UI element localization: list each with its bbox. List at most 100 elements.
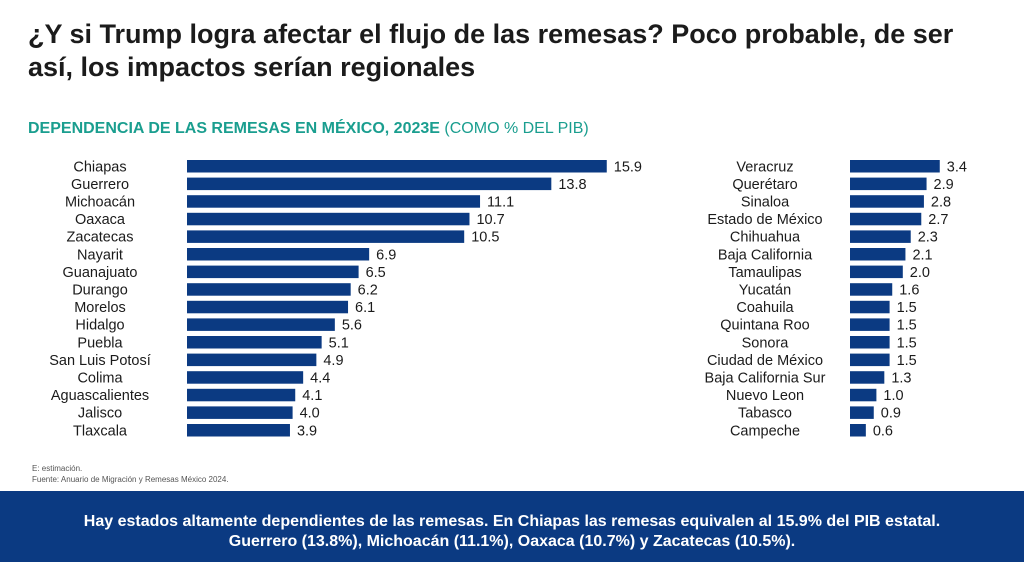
left-bar (187, 283, 351, 296)
right-category-label: Sinaloa (741, 194, 790, 210)
right-category-label: Sonora (742, 335, 790, 351)
left-category-label: Tlaxcala (73, 423, 128, 439)
left-category-label: Oaxaca (75, 212, 126, 228)
left-value-label: 6.1 (355, 300, 375, 316)
left-bar (187, 300, 349, 314)
left-bar (187, 230, 465, 243)
right-category-label: Estado de México (707, 212, 822, 228)
right-bar (850, 230, 911, 243)
left-category-label: Zacatecas (67, 230, 134, 246)
left-value-label: 4.4 (310, 370, 330, 386)
right-bar (850, 300, 890, 314)
right-value-label: 0.6 (873, 423, 893, 439)
left-bar (187, 318, 335, 331)
right-value-label: 2.1 (912, 247, 932, 263)
left-value-label: 6.2 (358, 282, 378, 298)
right-category-label: Veracruz (736, 159, 793, 175)
left-category-label: Guanajuato (63, 265, 138, 281)
right-category-label: Nuevo Leon (726, 388, 804, 404)
left-category-label: San Luis Potosí (49, 353, 151, 369)
left-category-label: Jalisco (78, 406, 122, 422)
left-bar (187, 177, 552, 191)
left-bar (187, 388, 296, 402)
right-value-label: 2.3 (918, 230, 938, 246)
left-category-label: Colima (77, 370, 123, 386)
left-value-label: 10.7 (476, 212, 504, 228)
left-category-label: Aguascalientes (51, 388, 149, 404)
right-bar (850, 283, 893, 296)
right-value-label: 3.4 (947, 159, 967, 175)
left-value-label: 6.5 (366, 265, 386, 281)
left-bar (187, 371, 304, 384)
left-value-label: 15.9 (614, 159, 642, 175)
right-category-label: Tamaulipas (728, 265, 801, 281)
left-value-label: 11.1 (487, 194, 514, 210)
left-value-label: 5.6 (342, 318, 362, 334)
right-bar (850, 160, 940, 173)
left-category-label: Durango (72, 282, 128, 298)
right-value-label: 0.9 (881, 406, 901, 422)
right-value-label: 1.5 (897, 300, 917, 316)
right-bar (850, 406, 874, 419)
right-category-label: Baja California (718, 247, 813, 263)
right-category-label: Coahuila (736, 300, 794, 316)
right-bar (850, 248, 906, 261)
left-category-label: Hidalgo (75, 318, 124, 334)
right-category-label: Yucatán (739, 282, 791, 298)
right-category-label: Querétaro (732, 177, 797, 193)
left-value-label: 4.9 (323, 353, 343, 369)
right-value-label: 2.7 (928, 212, 948, 228)
right-bar (850, 388, 877, 402)
right-bar (850, 177, 927, 191)
left-value-label: 4.0 (300, 406, 320, 422)
right-category-label: Baja California Sur (705, 370, 826, 386)
left-bar (187, 195, 481, 208)
left-category-label: Puebla (77, 335, 123, 351)
left-value-label: 6.9 (376, 247, 396, 263)
left-bar (187, 265, 359, 279)
right-category-label: Campeche (730, 423, 800, 439)
left-category-label: Guerrero (71, 177, 129, 193)
left-bar (187, 406, 293, 419)
left-value-label: 10.5 (471, 230, 499, 246)
left-category-label: Morelos (74, 300, 126, 316)
right-bar (850, 195, 924, 208)
right-bar (850, 318, 890, 331)
right-value-label: 1.5 (897, 353, 917, 369)
right-value-label: 1.6 (899, 282, 919, 298)
left-bar (187, 212, 470, 226)
right-value-label: 1.5 (897, 335, 917, 351)
headline: ¿Y si Trump logra afectar el flujo de la… (28, 19, 954, 82)
banner-line-1: Hay estados altamente dependientes de la… (83, 513, 941, 530)
right-value-label: 1.5 (897, 318, 917, 334)
left-bar (187, 248, 370, 261)
chart-title-suffix: (COMO % DEL PIB) (444, 120, 589, 137)
right-bar (850, 424, 866, 437)
left-value-label: 3.9 (297, 423, 317, 439)
left-bar (187, 160, 607, 173)
left-value-label: 4.1 (302, 388, 322, 404)
left-bar (187, 424, 290, 437)
left-value-label: 13.8 (558, 177, 586, 193)
left-bar (187, 353, 317, 367)
right-value-label: 1.0 (883, 388, 903, 404)
banner-line-2: Guerrero (13.8%), Michoacán (11.1%), Oax… (228, 533, 796, 550)
left-bar (187, 336, 322, 349)
right-bar (850, 371, 885, 384)
footnote-estimate: E: estimación. (32, 464, 83, 473)
right-category-label: Tabasco (738, 406, 792, 422)
right-bar (850, 212, 922, 226)
right-bar (850, 336, 890, 349)
summary-banner: Hay estados altamente dependientes de la… (0, 491, 1024, 562)
footnote-source: Fuente: Anuario de Migración y Remesas M… (32, 475, 229, 484)
right-value-label: 1.3 (891, 370, 911, 386)
chart-title-main: DEPENDENCIA DE LAS REMESAS EN MÉXICO, 20… (28, 120, 440, 137)
right-category-label: Quintana Roo (720, 318, 809, 334)
remittance-bar-chart: Chiapas 15.9 Guerrero 13.8 Michoacán 11.1 Oaxa… (49, 159, 967, 439)
chart-title: DEPENDENCIA DE LAS REMESAS EN MÉXICO, 20… (28, 120, 589, 138)
right-bar (850, 265, 903, 279)
right-value-label: 2.0 (910, 265, 930, 281)
left-category-label: Nayarit (77, 247, 123, 263)
left-category-label: Chiapas (73, 159, 126, 175)
left-value-label: 5.1 (329, 335, 349, 351)
